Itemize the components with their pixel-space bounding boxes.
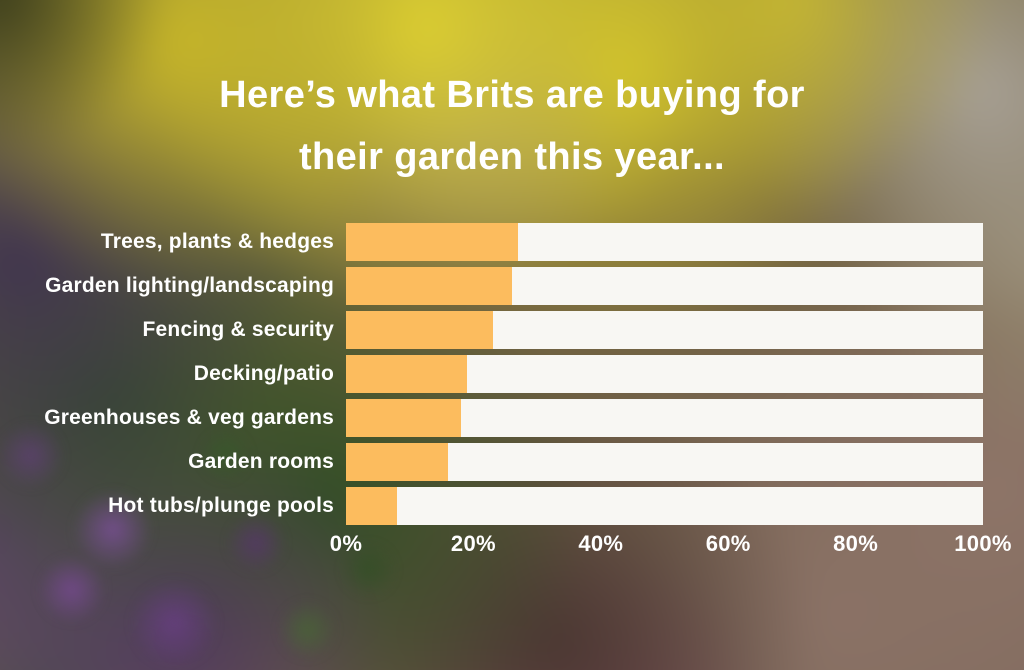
page-title: Here’s what Brits are buying for their ga… [0,64,1024,188]
bar-fill [346,223,518,261]
bar-track [346,355,983,393]
x-axis-tick-label: 40% [578,531,624,556]
bar-row: Greenhouses & veg gardens [0,399,1024,437]
bar-fill [346,399,461,437]
bar-rows: Trees, plants & hedges Garden lighting/l… [0,223,1024,525]
bar-label: Greenhouses & veg gardens [44,406,334,429]
bar-fill [346,267,512,305]
bar-row: Decking/patio [0,355,1024,393]
bar-label: Garden lighting/landscaping [45,274,334,297]
bar-track [346,267,983,305]
title-line-2: their garden this year... [298,136,726,178]
bar-track [346,223,983,261]
x-axis: 0% 20% 40% 60% 80% 100% [330,531,1012,557]
bar-track [346,487,983,525]
bar-row: Fencing & security [0,311,1024,349]
bar-fill [346,443,448,481]
bar-label: Hot tubs/plunge pools [108,494,334,517]
bar-row: Garden lighting/landscaping [0,267,1024,305]
bar-label: Garden rooms [188,450,334,473]
bar-label: Fencing & security [142,318,334,341]
x-axis-tick-label: 100% [954,531,1012,556]
bar-track [346,443,983,481]
x-axis-tick-label: 0% [329,531,363,556]
x-axis-tick-label: 20% [450,531,496,556]
bar-fill [346,311,493,349]
bar-fill [346,355,468,393]
x-axis-tick-label: 60% [705,531,751,556]
x-axis-tick-label: 80% [833,531,879,556]
bar-fill [346,487,397,525]
bar-row: Trees, plants & hedges [0,223,1024,261]
title-line-1: Here’s what Brits are buying for [219,74,805,116]
bar-track [346,399,983,437]
bar-label: Trees, plants & hedges [100,230,334,253]
bar-track [346,311,983,349]
bar-row: Garden rooms [0,443,1024,481]
bar-label: Decking/patio [193,362,334,385]
bar-row: Hot tubs/plunge pools [0,487,1024,525]
